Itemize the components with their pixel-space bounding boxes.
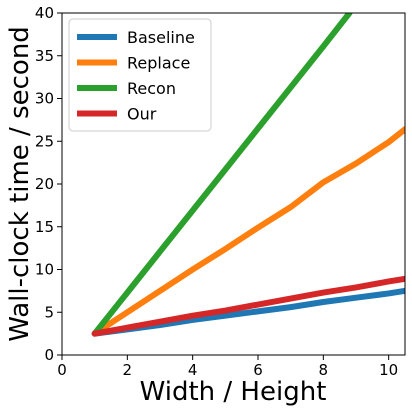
series-line-replace bbox=[91, 126, 405, 337]
series-line-recon bbox=[91, 13, 353, 337]
series-layer bbox=[91, 13, 405, 337]
y-tick-label: 40 bbox=[35, 4, 54, 22]
x-tick-label: 2 bbox=[123, 361, 133, 379]
y-tick-label: 25 bbox=[35, 132, 54, 150]
y-tick-label: 15 bbox=[35, 218, 54, 236]
legend-label-recon: Recon bbox=[127, 79, 176, 98]
x-tick-label: 8 bbox=[319, 361, 329, 379]
series-line-our bbox=[91, 275, 405, 337]
legend-label-baseline: Baseline bbox=[127, 28, 195, 47]
y-tick-label: 0 bbox=[44, 346, 54, 364]
y-tick-label: 30 bbox=[35, 90, 54, 108]
x-tick-label: 4 bbox=[188, 361, 198, 379]
legend-label-replace: Replace bbox=[127, 54, 190, 73]
y-axis-label: Wall-clock time / second bbox=[5, 26, 35, 342]
y-tick-label: 35 bbox=[35, 47, 54, 65]
y-tick-label: 5 bbox=[44, 303, 54, 321]
legend-box bbox=[68, 18, 212, 132]
legend-label-our: Our bbox=[127, 105, 157, 124]
legend: Baseline Replace Recon Our bbox=[68, 18, 212, 132]
y-tick-label: 10 bbox=[35, 261, 54, 279]
x-tick-label: 6 bbox=[253, 361, 263, 379]
x-tick-label: 0 bbox=[57, 361, 67, 379]
y-tick-label: 20 bbox=[35, 175, 54, 193]
axes-layer: 0 2 4 6 8 10 0 5 10 15 20 25 30 35 40 bbox=[35, 4, 406, 379]
x-tick-label: 10 bbox=[379, 361, 398, 379]
x-axis-label: Width / Height bbox=[140, 377, 327, 407]
